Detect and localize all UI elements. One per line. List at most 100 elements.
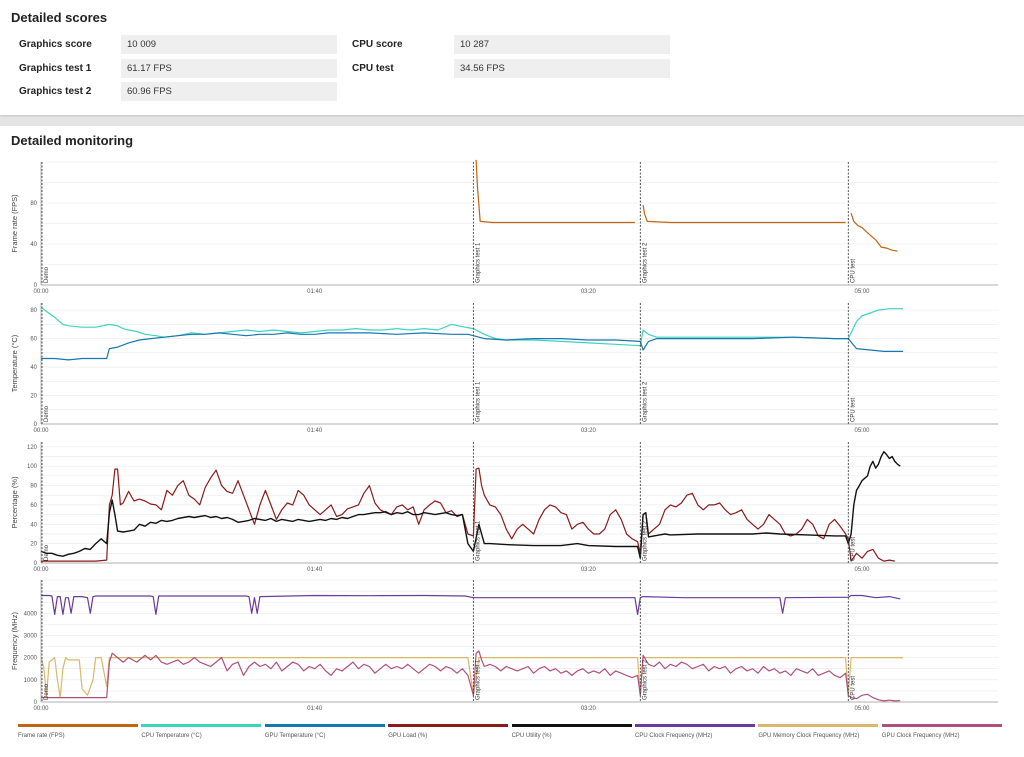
x-tick-label: 00:00 (33, 428, 49, 434)
y-tick-label: 120 (27, 445, 38, 451)
graphics-test-2-value: 60.96 FPS (121, 82, 337, 101)
x-tick-label: 05:00 (854, 289, 870, 295)
graphics-score-label: Graphics score (19, 39, 92, 50)
test-marker-label: Graphics test 1 (475, 381, 481, 422)
detailed-scores-card: Detailed scores Graphics score 10 009 Gr… (0, 0, 1024, 115)
test-marker-label: Graphics test 1 (475, 242, 481, 283)
x-tick-label: 05:00 (854, 567, 870, 573)
test-marker-label: CPU test (850, 676, 856, 700)
graphics-test-1-label: Graphics test 1 (19, 63, 92, 74)
x-tick-label: 05:00 (854, 706, 870, 712)
y-tick-label: 60 (30, 337, 37, 343)
series-line-gpu-load (41, 467, 895, 562)
test-marker-label: Graphics test 2 (642, 659, 648, 700)
x-tick-label: 03:20 (581, 567, 597, 573)
test-marker-label: Demo (44, 683, 50, 700)
y-tick-label: 80 (30, 201, 37, 207)
series-line-frame-rate-fps (850, 213, 898, 252)
test-marker-label: CPU test (850, 398, 856, 422)
y-tick-label: 0 (34, 422, 38, 428)
scores-title: Detailed scores (11, 10, 108, 25)
legend-item[interactable]: GPU Memory Clock Frequency (MHz) (758, 724, 880, 739)
test-marker-label: Graphics test 2 (642, 381, 648, 422)
x-tick-label: 01:40 (307, 567, 323, 573)
legend-swatch (881, 724, 1002, 727)
x-tick-label: 01:40 (307, 428, 323, 434)
legend-swatch (141, 724, 262, 727)
chart-panel-4: 0 1000 2000 3000 4000 00:00 01:40 03:20 05:00 Fre… (10, 579, 998, 712)
legend-swatch (388, 724, 509, 727)
test-marker-label: Demo (44, 405, 50, 422)
cpu-score-label: CPU score (352, 39, 403, 50)
x-tick-label: 00:00 (33, 289, 49, 295)
y-tick-label: 2000 (24, 656, 38, 662)
test-marker-label: CPU test (850, 537, 856, 561)
legend-label: GPU Memory Clock Frequency (MHz) (758, 733, 860, 739)
series-line-cpu-utility (40, 451, 901, 559)
legend-item[interactable]: CPU Temperature (°C) (141, 724, 263, 739)
x-tick-label: 01:40 (307, 706, 323, 712)
y-tick-label: 20 (30, 394, 37, 400)
cpu-test-value: 34.56 FPS (454, 59, 670, 78)
test-marker-label: Demo (44, 266, 50, 283)
y-tick-label: 0 (34, 700, 38, 706)
legend-item[interactable]: GPU Clock Frequency (MHz) (881, 724, 1004, 739)
y-tick-label: 80 (30, 484, 37, 490)
legend-label: GPU Load (%) (388, 733, 428, 739)
x-tick-label: 03:20 (581, 289, 597, 295)
y-tick-label: 40 (30, 242, 37, 248)
y-tick-label: 40 (30, 522, 37, 528)
y-tick-label: 0 (34, 561, 38, 567)
x-tick-label: 03:20 (581, 706, 597, 712)
chart-legend: Frame rate (FPS) CPU Temperature (°C) GPU … (0, 724, 1024, 744)
monitoring-title: Detailed monitoring (11, 133, 134, 148)
test-marker-label: Graphics test 1 (475, 659, 481, 700)
x-tick-label: 01:40 (307, 289, 323, 295)
legend-item[interactable]: Frame rate (FPS) (18, 724, 140, 739)
y-tick-label: 3000 (24, 633, 38, 639)
legend-label: CPU Utility (%) (511, 733, 552, 739)
x-tick-label: 00:00 (33, 706, 49, 712)
series-line-cpu-clock-frequency-mhz (41, 594, 901, 615)
detailed-monitoring-card: Detailed monitoring (0, 126, 1024, 757)
test-marker-label: Graphics test 2 (642, 242, 648, 283)
legend-swatch (758, 724, 879, 727)
x-tick-label: 05:00 (854, 428, 870, 434)
y-tick-label: 80 (30, 308, 37, 314)
legend-label: CPU Clock Frequency (MHz) (635, 733, 713, 739)
graphics-score-value: 10 009 (121, 35, 337, 54)
test-marker-label: CPU test (850, 259, 856, 283)
legend-label: Frame rate (FPS) (18, 733, 65, 739)
x-tick-label: 03:20 (581, 428, 597, 434)
test-marker-label: Graphics test 2 (642, 520, 648, 561)
legend-label: GPU Temperature (°C) (264, 733, 326, 739)
series-line-frame-rate-fps (642, 205, 846, 224)
legend-item[interactable]: GPU Load (%) (388, 724, 510, 739)
graphics-test-1-value: 61.17 FPS (121, 59, 337, 78)
series-line-frame-rate-fps (475, 159, 635, 224)
legend-item[interactable]: CPU Clock Frequency (MHz) (635, 724, 757, 739)
legend-item[interactable]: CPU Utility (%) (511, 724, 634, 739)
test-marker-label: Graphics test 1 (475, 520, 481, 561)
series-line-cpu-temperature-c (40, 306, 904, 347)
y-tick-label: 100 (27, 464, 38, 470)
legend-swatch (511, 724, 632, 727)
y-axis-title: Frequency (MHz) (10, 612, 19, 670)
chart-panel-2: 0 20 40 60 80 00:00 01:40 03:20 05:00 Temperature… (10, 303, 998, 434)
chart-panel-3: 0 20 40 60 80 100 120 00:00 01:40 03:20 05:00 Perce… (10, 442, 998, 573)
graphics-test-2-label: Graphics test 2 (19, 86, 92, 97)
y-tick-label: 60 (30, 503, 37, 509)
legend-swatch (264, 724, 385, 727)
legend-swatch (18, 724, 138, 727)
y-tick-label: 0 (34, 283, 38, 289)
x-tick-label: 00:00 (33, 567, 49, 573)
y-axis-title: Temperature (°C) (10, 334, 19, 392)
legend-item[interactable]: GPU Temperature (°C) (264, 724, 387, 739)
chart-panel-1: 0 40 80 00:00 01:40 03:20 05:00 Frame rate (FPS… (10, 159, 998, 295)
legend-swatch (635, 724, 755, 727)
y-axis-title: Percentage (%) (10, 476, 19, 529)
cpu-test-label: CPU test (352, 63, 394, 74)
y-tick-label: 20 (30, 542, 37, 548)
cpu-score-value: 10 287 (454, 35, 670, 54)
